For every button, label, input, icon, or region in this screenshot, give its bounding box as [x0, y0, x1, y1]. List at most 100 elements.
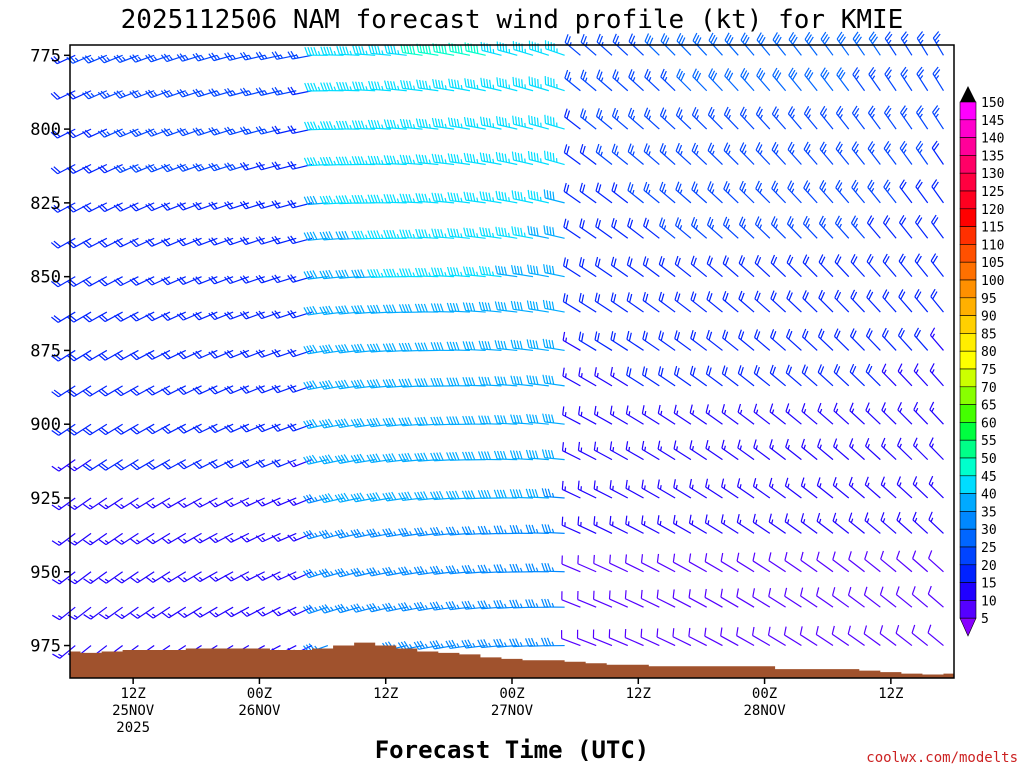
barb-half-flag: [476, 271, 479, 277]
wind-barb: [641, 440, 660, 461]
barb-flag: [527, 264, 530, 274]
barb-flag: [707, 106, 713, 116]
barb-flag: [657, 479, 660, 489]
barb-flag: [325, 380, 331, 389]
barb-flag: [428, 45, 432, 55]
barb-flag: [521, 79, 524, 88]
wind-barb: [461, 490, 486, 500]
wind-barb: [145, 606, 171, 619]
barb-half-flag: [919, 75, 924, 80]
barb-flag: [255, 52, 262, 60]
barb-shaft: [930, 296, 944, 313]
wind-barb: [495, 151, 518, 166]
barb-flag: [401, 378, 407, 388]
barb-flag: [752, 513, 756, 523]
wind-barb: [114, 423, 139, 435]
barb-flag: [51, 465, 60, 472]
barb-flag: [497, 265, 502, 275]
barb-flag: [535, 414, 539, 424]
barb-flag: [390, 45, 394, 54]
barb-flag: [208, 202, 215, 210]
barb-flag: [677, 183, 682, 192]
barb-half-flag: [460, 159, 463, 164]
barb-half-flag: [914, 517, 918, 523]
barb-shaft: [245, 349, 265, 359]
barb-flag: [195, 52, 202, 61]
barb-shaft: [688, 597, 707, 608]
barb-flag: [388, 343, 394, 352]
barb-flag: [721, 365, 726, 374]
wind-barb: [562, 367, 581, 387]
barb-flag: [420, 342, 425, 351]
barb-flag: [541, 524, 546, 533]
barb-shaft: [183, 385, 202, 396]
barb-flag: [313, 82, 318, 92]
barb-flag: [449, 267, 454, 276]
barb-half-flag: [519, 642, 523, 647]
barb-flag: [706, 329, 710, 339]
barb-half-flag: [696, 115, 699, 120]
barb-flag: [373, 155, 378, 165]
barb-flag: [334, 455, 341, 464]
barb-shaft: [801, 372, 818, 387]
wind-barb: [113, 276, 139, 287]
wind-barb: [129, 311, 155, 322]
barb-flag: [660, 332, 664, 341]
wind-barb: [753, 364, 771, 387]
wind-barb: [737, 365, 755, 387]
barb-flag: [485, 192, 489, 201]
barb-flag: [514, 226, 517, 236]
wind-barb: [722, 216, 739, 239]
barb-flag: [503, 302, 507, 311]
barb-flag: [226, 162, 234, 170]
barb-flag: [721, 478, 725, 488]
credit-link[interactable]: coolwx.com/modelts: [866, 750, 1018, 766]
barb-half-flag: [855, 114, 859, 119]
barb-shaft: [339, 459, 360, 464]
barb-flag: [100, 314, 109, 321]
wind-barb: [239, 423, 265, 433]
barb-flag: [661, 219, 666, 228]
barb-shaft: [832, 484, 850, 499]
barb-flag: [484, 341, 489, 350]
barb-flag: [366, 568, 372, 577]
barb-flag: [470, 79, 473, 88]
barb-shaft: [418, 51, 439, 56]
wind-barb: [287, 348, 313, 358]
barb-shaft: [673, 448, 692, 461]
barb-flag: [98, 390, 106, 397]
barb-shaft: [104, 163, 123, 174]
barb-flag: [494, 265, 499, 275]
barb-flag: [447, 227, 451, 237]
barb-flag: [851, 365, 857, 375]
barb-shaft: [529, 197, 549, 204]
wind-barb: [706, 291, 723, 313]
barb-flag: [116, 129, 124, 137]
barb-flag: [531, 563, 536, 572]
wind-barb: [432, 43, 455, 56]
wind-barb: [526, 375, 549, 387]
barb-half-flag: [632, 151, 635, 156]
barb-flag: [325, 305, 331, 315]
barb-flag: [399, 229, 404, 238]
barb-flag: [660, 33, 666, 42]
barb-shaft: [58, 532, 76, 546]
barb-flag: [406, 44, 410, 54]
wind-barb: [113, 237, 139, 248]
barb-shaft: [73, 311, 92, 323]
barb-flag: [408, 229, 413, 239]
barb-flag: [385, 453, 391, 462]
barb-shaft: [706, 373, 723, 387]
wind-barb: [817, 364, 834, 387]
barb-flag: [740, 292, 745, 302]
barb-flag: [163, 89, 171, 97]
barb-flag: [328, 121, 334, 130]
wind-barb: [208, 532, 234, 544]
barb-flag: [515, 41, 518, 51]
barb-shaft: [497, 309, 518, 313]
barb-shaft: [323, 54, 344, 56]
barb-shaft: [641, 448, 660, 461]
barb-shaft: [610, 300, 629, 313]
barb-half-flag: [728, 114, 731, 120]
barb-shaft: [497, 273, 518, 278]
